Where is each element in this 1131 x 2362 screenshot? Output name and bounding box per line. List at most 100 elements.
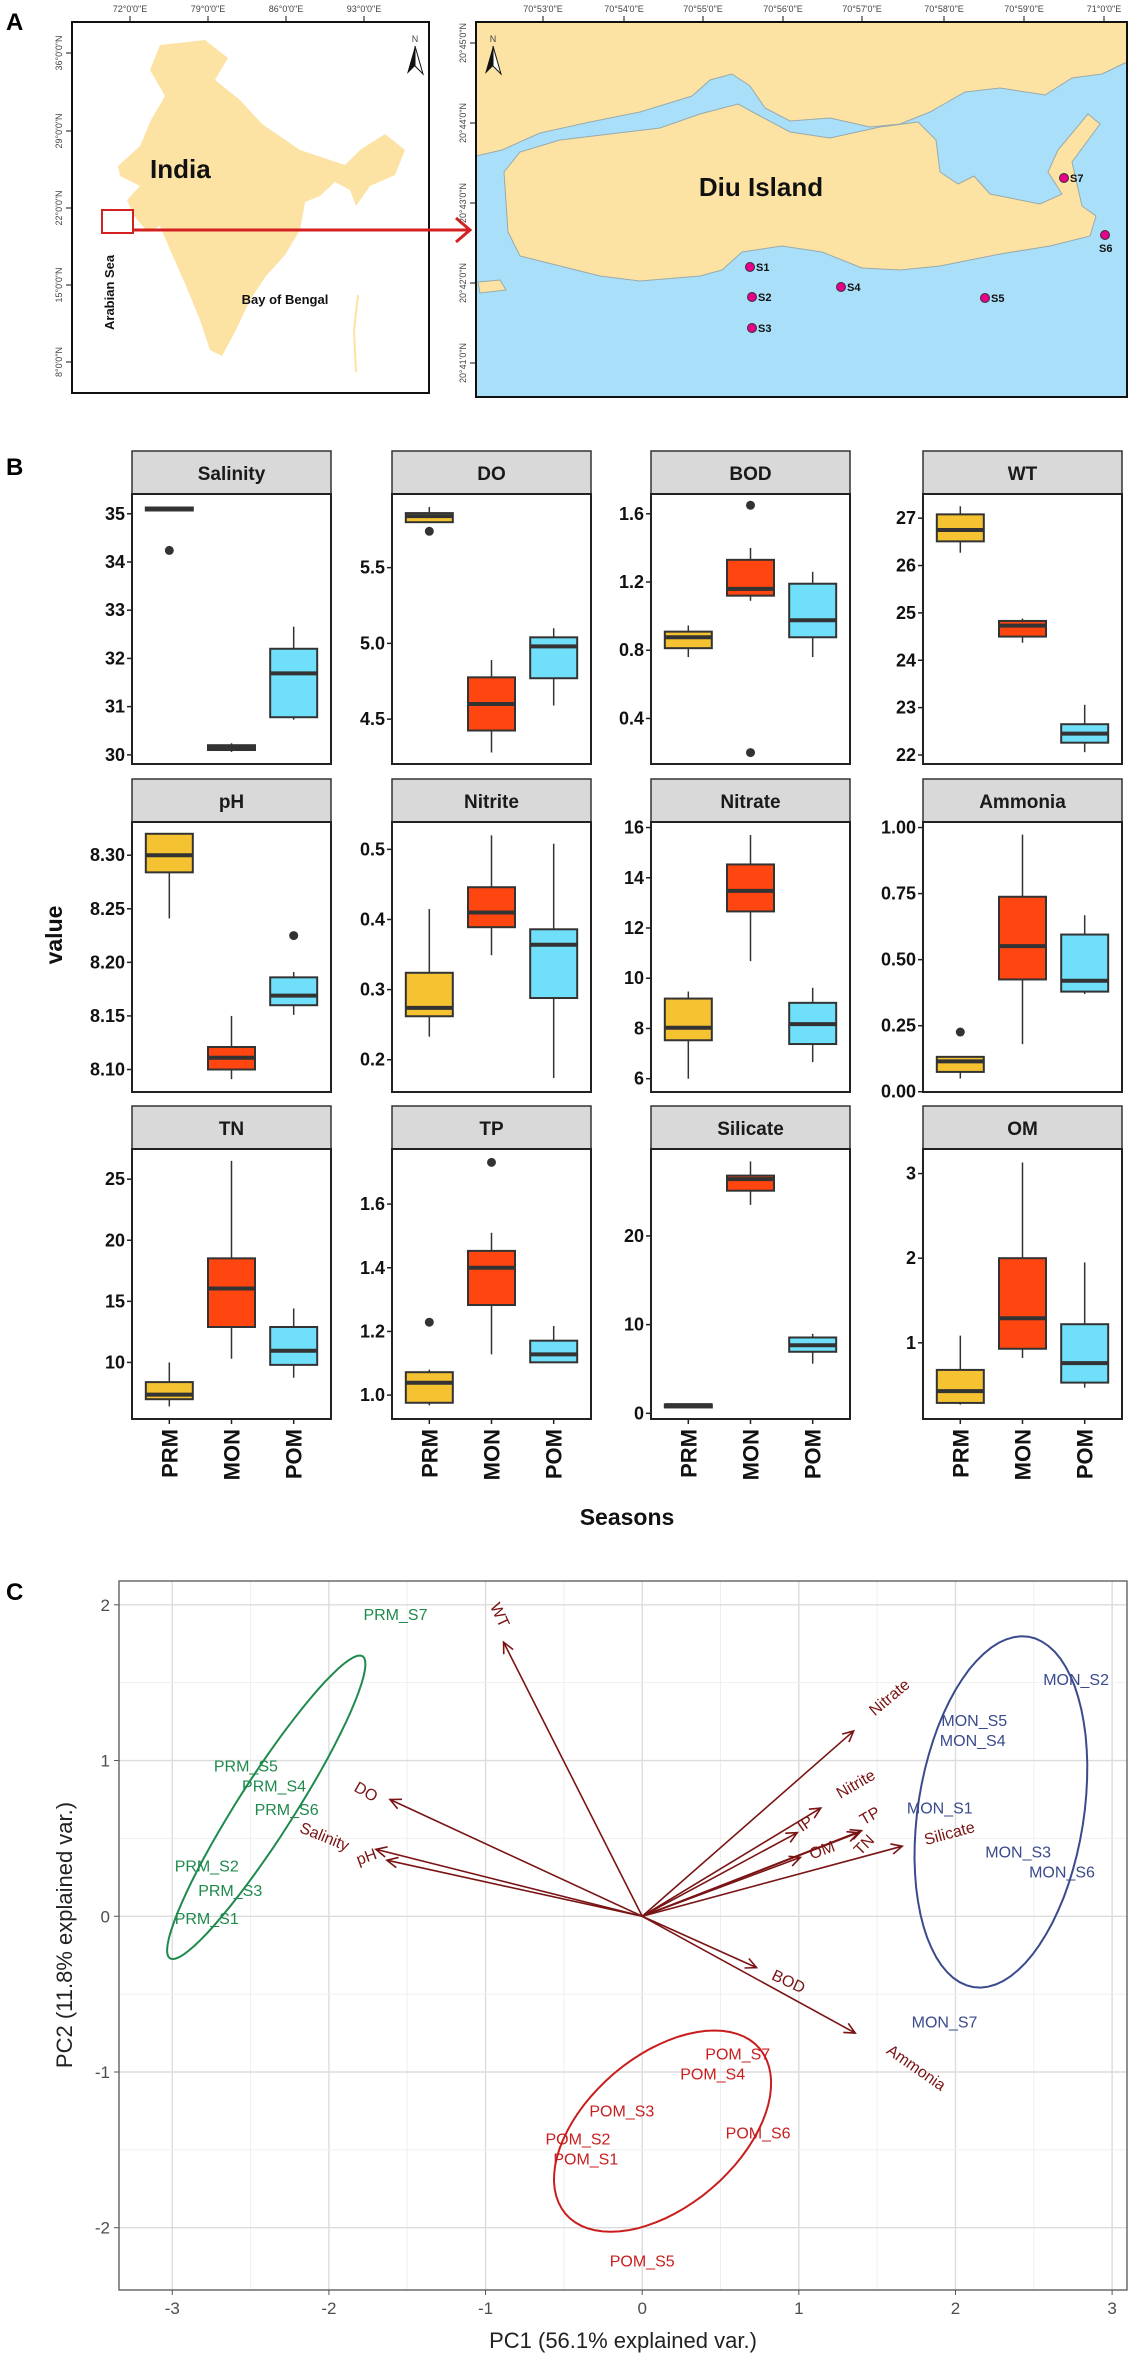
box-mon	[207, 743, 256, 752]
facet-title: OM	[1007, 1119, 1038, 1140]
facet-strip	[922, 450, 1123, 495]
arrow-shaft	[375, 1848, 643, 1918]
sample-label: MON_S4	[940, 1733, 1006, 1750]
y-tick-label: 1.00	[881, 818, 916, 838]
sample-label: MON_S7	[912, 2014, 978, 2031]
y-tick-label: 0.75	[881, 884, 916, 904]
arrow-head	[388, 1798, 403, 1810]
facet-strip	[922, 1105, 1123, 1150]
box-prm	[144, 506, 194, 555]
sample-label: PRM_S7	[363, 1607, 427, 1624]
box-prm	[663, 991, 713, 1079]
box-prm	[144, 832, 194, 919]
outlier-point	[487, 1157, 496, 1167]
sample-label-wrap: PRM_S2	[175, 1859, 239, 1876]
y-tick-label: 23	[896, 698, 916, 718]
arrow-head	[841, 1729, 856, 1743]
y-tick-label: 4.5	[360, 709, 385, 729]
sample-label-wrap: MON_S4	[940, 1733, 1006, 1750]
box-mon	[467, 660, 516, 753]
y-tick-label: 1.6	[360, 1194, 385, 1214]
box-mon	[467, 1157, 516, 1355]
box-pom	[269, 931, 319, 1015]
y-tick-label: 1	[906, 1333, 916, 1353]
box	[998, 619, 1047, 638]
arrow-head	[788, 1855, 803, 1867]
arrow-head	[785, 1831, 799, 1843]
station-dot	[1059, 173, 1069, 183]
box-pom	[529, 843, 579, 1078]
station-dot	[747, 323, 757, 333]
sample-label: PRM_S1	[175, 1911, 239, 1928]
facet-strip	[650, 778, 851, 823]
box-prm	[935, 506, 985, 553]
sample-label-wrap: POM_S5	[610, 2253, 675, 2270]
box-pom	[788, 987, 838, 1063]
arrow-shaft	[641, 1845, 903, 1918]
facet-silicate: Silicate 0 10 20 PRM MON POM	[624, 1105, 851, 1480]
map-tick-label: 70°54'0"E	[604, 4, 644, 14]
box	[788, 582, 838, 639]
x-tick-label: -1	[478, 2299, 493, 2318]
arrow-head	[502, 1640, 514, 1655]
y-tick-label: 8.15	[90, 1006, 125, 1026]
box-pom	[529, 1326, 579, 1364]
panel-label-c: C	[6, 1579, 23, 1606]
sample-label-wrap: POM_S4	[680, 2067, 745, 2084]
arrow-head	[849, 1828, 864, 1840]
outlier-point	[746, 500, 755, 510]
box-pom	[529, 628, 579, 706]
station-label: S4	[847, 282, 861, 294]
x-tick-label: MON	[739, 1429, 764, 1480]
y-tick-label: 1.2	[360, 1321, 385, 1341]
station-marker-s7: S7	[1059, 173, 1083, 185]
sample-label: PRM_S3	[198, 1883, 262, 1900]
boxplot-facets: Salinity303132333435DO4.55.05.5BOD0.40.8…	[90, 450, 1123, 1480]
box-prm	[144, 1362, 194, 1407]
loading-arrow-ph: pH	[354, 1846, 643, 1918]
map-tick-label: 22°0'0"N	[54, 190, 64, 225]
facet-title: DO	[477, 464, 506, 485]
box-mon	[998, 834, 1047, 1045]
y-tick-label: 10	[624, 1315, 644, 1335]
box	[1060, 933, 1110, 993]
map-tick-label: 70°57'0"E	[842, 4, 882, 14]
loading-label-wrap: pH	[354, 1846, 379, 1869]
sample-label: POM_S6	[726, 2126, 791, 2143]
box-prm	[663, 1403, 713, 1409]
box	[269, 1326, 319, 1366]
facet-tn: TN 10 15 20 25 PRM MON POM	[105, 1105, 332, 1480]
map-tick-label: 36°0'0"N	[54, 35, 64, 70]
sample-label-wrap: MON_S6	[1029, 1864, 1095, 1881]
box-mon	[726, 1161, 775, 1205]
sample-label: POM_S5	[610, 2253, 675, 2270]
arrow-head	[385, 1856, 399, 1869]
y-tick-label: 14	[624, 868, 644, 888]
station-label: S7	[1070, 173, 1083, 185]
y-tick-label: 0.4	[619, 708, 644, 728]
station-marker-s5: S5	[980, 293, 1004, 305]
map-tick-label: 70°58'0"E	[924, 4, 964, 14]
map-tick-label: 79°0'0"E	[191, 4, 226, 14]
station-marker-s4: S4	[836, 282, 861, 294]
facet-title: TN	[219, 1119, 244, 1140]
y-tick-label: 8.20	[90, 952, 125, 972]
north-arrow-icon: N	[407, 34, 425, 76]
panel-label-b: B	[6, 454, 23, 481]
y-axis-label: value	[41, 906, 67, 965]
map-tick-label: 86°0'0"E	[269, 4, 304, 14]
plot-background	[119, 1581, 1127, 2290]
y-tick-label: 0.3	[360, 980, 385, 1000]
y-tick-label: -2	[95, 2219, 110, 2238]
arrow-shaft	[386, 1859, 643, 1918]
ellipse-prm	[166, 1654, 367, 1961]
box-pom	[788, 571, 838, 658]
y-tick-label: 8.10	[90, 1060, 125, 1080]
y-tick-label: 25	[896, 603, 916, 623]
sample-label-wrap: MON_S3	[985, 1844, 1051, 1861]
map-tick-label: 8°0'0"N	[54, 347, 64, 377]
arabian-sea-label: Arabian Sea	[102, 254, 117, 330]
station-dot	[1100, 230, 1110, 240]
sample-label: POM_S3	[589, 2103, 654, 2120]
y-tick-label: 31	[105, 697, 125, 717]
